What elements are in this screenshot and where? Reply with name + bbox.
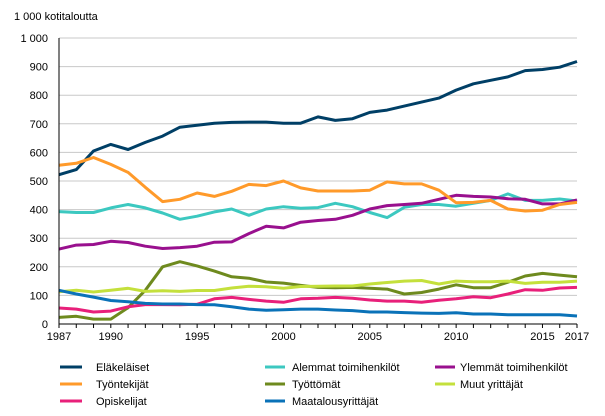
x-tick-label: 2017 [565,331,589,343]
y-tick-label: 200 [30,262,48,274]
y-tick-label: 900 [30,62,48,74]
x-tick-label: 2015 [530,331,554,343]
x-tick-label: 2005 [358,331,382,343]
x-tick-label: 1987 [47,331,71,343]
series-line-Maatalousyrittäjät [58,288,578,318]
legend-label: Eläkeläiset [96,362,149,374]
y-axis-unit-label: 1 000 kotitaloutta [14,11,99,23]
series-line-Ylemmät toimihenkilöt [58,193,578,251]
legend-label: Ylemmät toimihenkilöt [460,362,568,374]
legend-label: Maatalousyrittäjät [292,396,378,408]
legend-label: Opiskelijat [96,396,147,408]
series-line-Muut yrittäjät [58,279,578,294]
legend-label: Työntekijät [96,379,149,391]
legend-label: Alemmat toimihenkilöt [292,362,400,374]
y-tick-label: 600 [30,147,48,159]
y-tick-label: 800 [30,90,48,102]
x-tick-label: 2010 [444,331,468,343]
y-tick-label: 300 [30,233,48,245]
legend-label: Muut yrittäjät [460,379,523,391]
y-tick-label: 100 [30,290,48,302]
y-tick-label: 500 [30,176,48,188]
series-line-Eläkeläiset [58,60,578,177]
legend-label: Työttömät [292,379,340,391]
series-line-Työntekijät [58,156,578,213]
x-tick-label: 1990 [99,331,123,343]
y-tick-label: 1 000 [20,33,48,45]
y-tick-label: 0 [42,319,48,331]
x-tick-label: 1995 [185,331,209,343]
x-tick-label: 2000 [271,331,295,343]
y-tick-label: 400 [30,205,48,217]
y-tick-label: 700 [30,119,48,131]
